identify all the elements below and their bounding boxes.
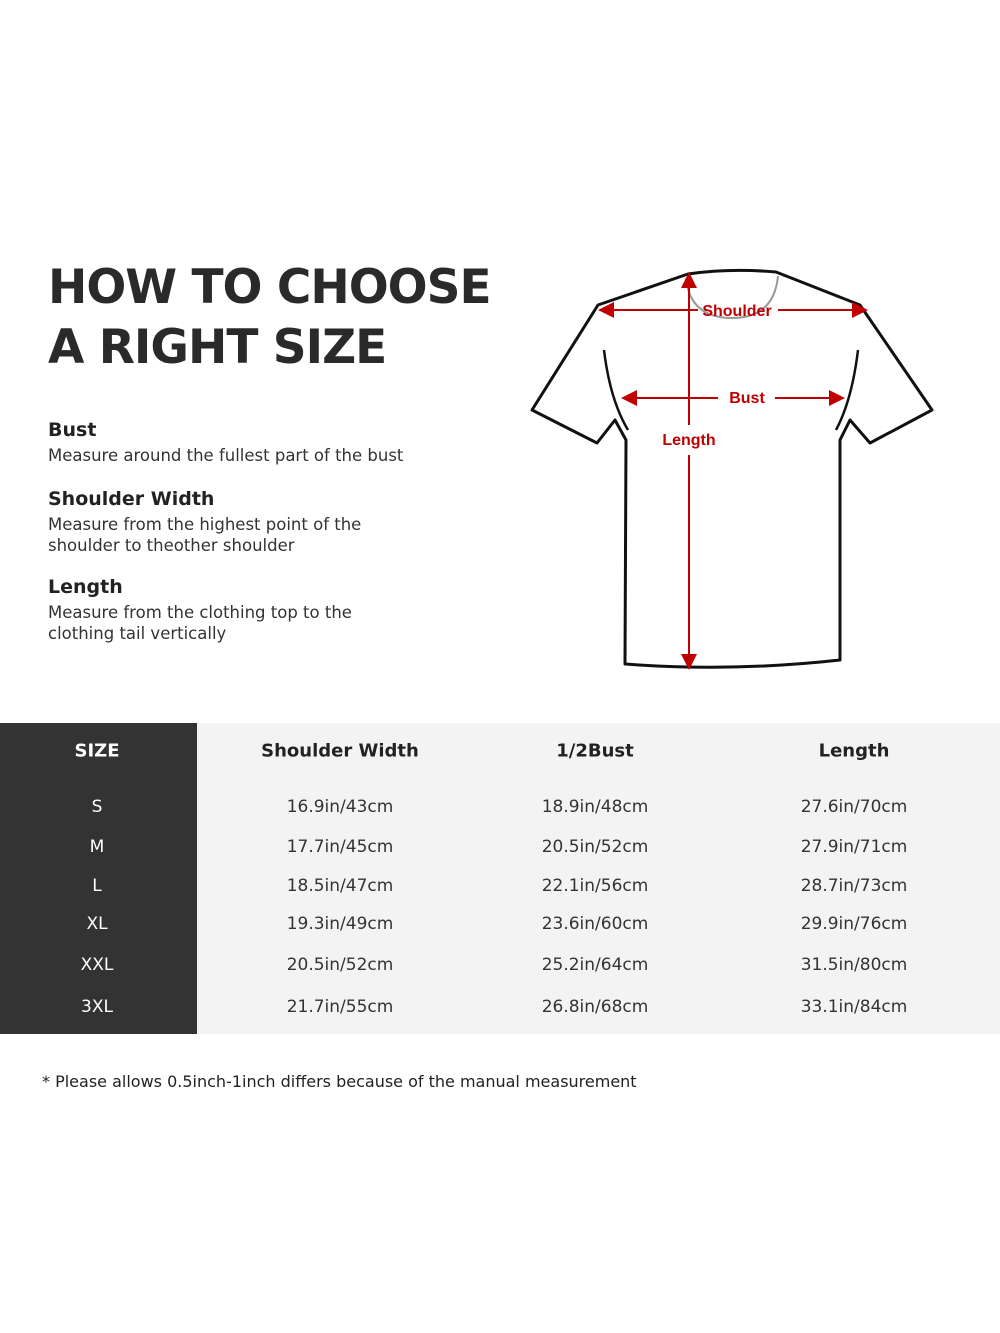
shoulder-label: Shoulder: [702, 303, 771, 320]
tshirt-diagram: Shoulder Bust Length: [530, 268, 934, 670]
cell-shoulder-width: 20.5in/52cm: [286, 955, 394, 975]
cell-shoulder-width: 17.7in/45cm: [286, 837, 394, 857]
armhole-left: [602, 349, 630, 431]
page-title: HOW TO CHOOSE A RIGHT SIZE: [48, 258, 492, 378]
header-half-bust: 1/2Bust: [556, 740, 634, 762]
definition-term: Shoulder Width: [48, 488, 215, 510]
definition-text: Measure around the fullest part of the b…: [48, 446, 404, 465]
cell-half-bust: 23.6in/60cm: [541, 914, 649, 934]
cell-half-bust: 18.9in/48cm: [541, 797, 649, 817]
armhole-right: [834, 349, 860, 431]
cell-size: XXL: [80, 955, 114, 975]
definition-bust: Bust Measure around the fullest part of …: [48, 417, 448, 466]
cell-shoulder-width: 18.5in/47cm: [286, 876, 394, 896]
definition-term: Bust: [48, 419, 97, 441]
header-size: SIZE: [74, 740, 120, 762]
cell-length: 28.7in/73cm: [800, 876, 908, 896]
cell-size: 3XL: [81, 997, 113, 1017]
definition-length: Length Measure from the clothing top to …: [48, 574, 378, 644]
length-label: Length: [662, 432, 715, 449]
cell-half-bust: 26.8in/68cm: [541, 997, 649, 1017]
cell-size: S: [91, 797, 103, 817]
definition-term: Length: [48, 576, 123, 598]
definition-shoulder-width: Shoulder Width Measure from the highest …: [48, 486, 388, 556]
bust-label: Bust: [729, 390, 765, 407]
size-column: SIZE S M L XL XXL 3XL: [0, 723, 197, 1034]
title-line-1: HOW TO CHOOSE: [48, 260, 492, 315]
header-shoulder-width: Shoulder Width: [261, 740, 419, 762]
cell-length: 33.1in/84cm: [800, 997, 908, 1017]
definition-text: Measure from the clothing top to the clo…: [48, 603, 352, 643]
cell-half-bust: 25.2in/64cm: [541, 955, 649, 975]
cell-shoulder-width: 21.7in/55cm: [286, 997, 394, 1017]
cell-length: 27.9in/71cm: [800, 837, 908, 857]
cell-size: M: [89, 837, 105, 857]
cell-size: L: [92, 876, 102, 896]
cell-shoulder-width: 19.3in/49cm: [286, 914, 394, 934]
cell-half-bust: 22.1in/56cm: [541, 876, 649, 896]
cell-length: 31.5in/80cm: [800, 955, 908, 975]
cell-half-bust: 20.5in/52cm: [541, 837, 649, 857]
title-line-2: A RIGHT SIZE: [48, 320, 387, 375]
cell-length: 29.9in/76cm: [800, 914, 908, 934]
tshirt-outline: [530, 268, 934, 669]
definition-text: Measure from the highest point of the sh…: [48, 515, 362, 555]
measurement-note: * Please allows 0.5inch-1inch differs be…: [42, 1072, 637, 1091]
size-table: SIZE S M L XL XXL 3XL Shoulder Width 1/2Bust Len…: [0, 723, 1000, 1034]
cell-length: 27.6in/70cm: [800, 797, 908, 817]
tshirt-collar: [685, 275, 779, 320]
header-length: Length: [818, 740, 890, 762]
cell-shoulder-width: 16.9in/43cm: [286, 797, 394, 817]
cell-size: XL: [86, 914, 108, 934]
